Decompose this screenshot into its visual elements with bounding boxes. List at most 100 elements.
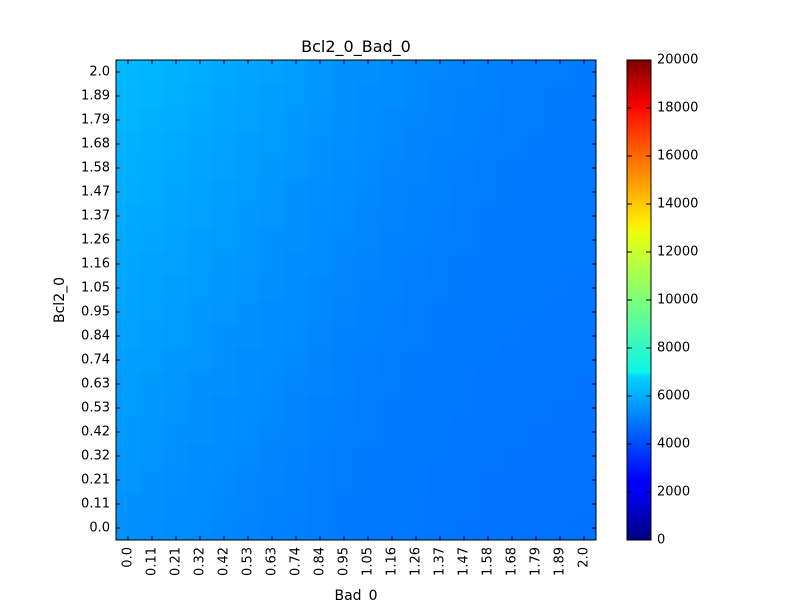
heatmap-cell xyxy=(548,396,573,421)
heatmap-cell xyxy=(428,132,453,157)
heatmap-cell xyxy=(236,468,261,493)
heatmap-cell xyxy=(380,180,405,205)
heatmap-cell xyxy=(428,372,453,397)
heatmap-cell xyxy=(212,300,237,325)
heatmap-cell xyxy=(476,132,501,157)
heatmap-cell xyxy=(212,228,237,253)
heatmap-cell xyxy=(116,396,141,421)
colorbar-ticks: 0 2000 4000 6000 8000 10000 12000 14000 16000 180… xyxy=(627,53,698,548)
heatmap-cell xyxy=(308,324,333,349)
heatmap-cell xyxy=(476,228,501,253)
heatmap-cell xyxy=(548,372,573,397)
y-tick-label: 0.53 xyxy=(81,401,110,416)
heatmap-cell xyxy=(428,492,453,517)
heatmap-cell xyxy=(140,132,165,157)
heatmap-cell xyxy=(356,132,381,157)
heatmap-cell xyxy=(212,132,237,157)
heatmap-cell xyxy=(380,204,405,229)
heatmap-cell xyxy=(116,156,141,181)
heatmap-cell xyxy=(476,468,501,493)
heatmap-cell xyxy=(164,228,189,253)
heatmap-cell xyxy=(140,348,165,373)
heatmap-cell xyxy=(500,300,525,325)
heatmap-cell xyxy=(404,132,429,157)
heatmap-cell xyxy=(188,276,213,301)
heatmap-cell xyxy=(308,468,333,493)
heatmap-cell xyxy=(500,60,525,85)
heatmap-cell xyxy=(332,228,357,253)
heatmap-cell xyxy=(548,300,573,325)
heatmap-cell xyxy=(284,252,309,277)
heatmap-cell xyxy=(284,84,309,109)
heatmap-cell xyxy=(236,348,261,373)
heatmap-cell xyxy=(284,132,309,157)
heatmap-cell xyxy=(380,468,405,493)
heatmap-cell xyxy=(524,324,549,349)
heatmap-cell xyxy=(356,372,381,397)
heatmap-cell xyxy=(428,324,453,349)
heatmap-cell xyxy=(116,108,141,133)
heatmap-cell xyxy=(476,324,501,349)
heatmap-cell xyxy=(284,228,309,253)
x-axis-ticks: 0.0 0.11 0.21 0.32 0.42 0.53 0.63 0.74 0.84 0.95 1… xyxy=(121,60,592,576)
heatmap-cell xyxy=(428,348,453,373)
x-tick-label: 0.84 xyxy=(313,547,328,576)
colorbar-tick-label: 0 xyxy=(657,533,665,548)
heatmap-cell xyxy=(188,156,213,181)
heatmap-cell xyxy=(380,372,405,397)
heatmap-cell xyxy=(404,444,429,469)
heatmap-cell xyxy=(164,180,189,205)
heatmap-cell xyxy=(404,348,429,373)
heatmap-cell xyxy=(260,132,285,157)
heatmap-cell xyxy=(260,228,285,253)
heatmap-cell xyxy=(236,132,261,157)
heatmap-cell xyxy=(140,420,165,445)
heatmap-cell xyxy=(548,84,573,109)
heatmap-cell xyxy=(548,180,573,205)
y-tick-label: 1.05 xyxy=(81,281,110,296)
heatmap-cell xyxy=(332,324,357,349)
heatmap-cell xyxy=(452,396,477,421)
heatmap-cell xyxy=(140,324,165,349)
heatmap-cell xyxy=(452,348,477,373)
heatmap-cell xyxy=(284,108,309,133)
heatmap-cell xyxy=(332,468,357,493)
heatmap-cell xyxy=(308,60,333,85)
heatmap-cell xyxy=(116,276,141,301)
heatmap-cell xyxy=(452,300,477,325)
heatmap-cell xyxy=(236,276,261,301)
heatmap-cell xyxy=(404,156,429,181)
heatmap-cell xyxy=(140,276,165,301)
x-tick-label: 2.0 xyxy=(577,547,592,568)
heatmap-cell xyxy=(284,60,309,85)
heatmap-cell xyxy=(212,84,237,109)
heatmap-cell xyxy=(164,468,189,493)
heatmap-cell xyxy=(380,396,405,421)
heatmap-cell xyxy=(212,60,237,85)
heatmap-cell xyxy=(476,420,501,445)
heatmap-cell xyxy=(188,84,213,109)
y-tick-label: 0.95 xyxy=(81,305,110,320)
heatmap-cell xyxy=(500,348,525,373)
colorbar-tick-label: 14000 xyxy=(657,197,698,212)
heatmap-cell xyxy=(236,228,261,253)
heatmap-cell xyxy=(548,108,573,133)
heatmap-cell xyxy=(404,396,429,421)
colorbar-tick-label: 18000 xyxy=(657,101,698,116)
heatmap-cell xyxy=(428,156,453,181)
heatmap-cell xyxy=(404,324,429,349)
heatmap-cell xyxy=(404,180,429,205)
heatmap-cell xyxy=(164,156,189,181)
heatmap-cell xyxy=(404,204,429,229)
heatmap-cell xyxy=(452,444,477,469)
heatmap-cell xyxy=(548,420,573,445)
heatmap-cell xyxy=(188,396,213,421)
heatmap-cell xyxy=(140,228,165,253)
x-tick-label: 1.58 xyxy=(481,547,496,576)
heatmap-cell xyxy=(140,492,165,517)
heatmap-cell xyxy=(332,180,357,205)
y-tick-label: 0.42 xyxy=(81,425,110,440)
heatmap-cell xyxy=(188,348,213,373)
heatmap-cell xyxy=(140,180,165,205)
heatmap-cell xyxy=(284,396,309,421)
